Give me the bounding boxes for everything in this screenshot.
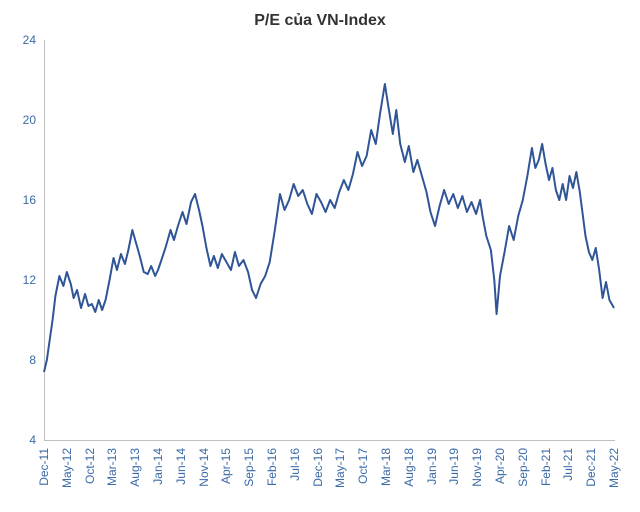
- y-tick-label: 8: [29, 353, 36, 367]
- x-tick-label: Nov-14: [197, 448, 211, 487]
- x-tick-label: May-17: [333, 448, 347, 488]
- x-tick-label: Nov-19: [470, 448, 484, 487]
- y-tick-label: 4: [29, 433, 36, 447]
- y-tick-label: 12: [23, 273, 36, 287]
- x-tick-label: Aug-18: [402, 448, 416, 487]
- x-tick-label: Sep-15: [242, 448, 256, 487]
- x-tick-label: Feb-21: [539, 448, 553, 486]
- x-tick-label: Sep-20: [516, 448, 530, 487]
- x-tick-label: Oct-17: [356, 448, 370, 484]
- pe-chart: P/E của VN-Index 4 8 12 16 20 24 Dec-11 May-12 O…: [0, 0, 640, 512]
- y-tick-label: 16: [23, 193, 36, 207]
- x-tick-label: May-22: [607, 448, 621, 488]
- x-tick-label: Aug-13: [128, 448, 142, 487]
- x-tick-label: Jun-19: [447, 448, 461, 485]
- x-tick-label: Oct-12: [83, 448, 97, 484]
- x-tick-label: Mar-18: [379, 448, 393, 486]
- x-tick-label: Jul-21: [561, 448, 575, 481]
- x-tick-label: Mar-13: [105, 448, 119, 486]
- x-tick-label: Dec-21: [584, 448, 598, 487]
- line-series: [44, 40, 614, 440]
- x-tick-label: May-12: [60, 448, 74, 488]
- x-tick-label: Jan-19: [425, 448, 439, 485]
- y-tick-label: 20: [23, 113, 36, 127]
- chart-title: P/E của VN-Index: [0, 12, 640, 30]
- x-tick-label: Dec-11: [37, 448, 51, 486]
- y-tick-label: 24: [23, 33, 36, 47]
- x-tick-label: Feb-16: [265, 448, 279, 486]
- x-tick-label: Jul-16: [288, 448, 302, 481]
- x-tick-label: Dec-16: [311, 448, 325, 487]
- x-tick-label: Jan-14: [151, 448, 165, 485]
- x-tick-label: Apr-20: [493, 448, 507, 484]
- x-tick-label: Jun-14: [174, 448, 188, 485]
- x-tick-label: Apr-15: [219, 448, 233, 484]
